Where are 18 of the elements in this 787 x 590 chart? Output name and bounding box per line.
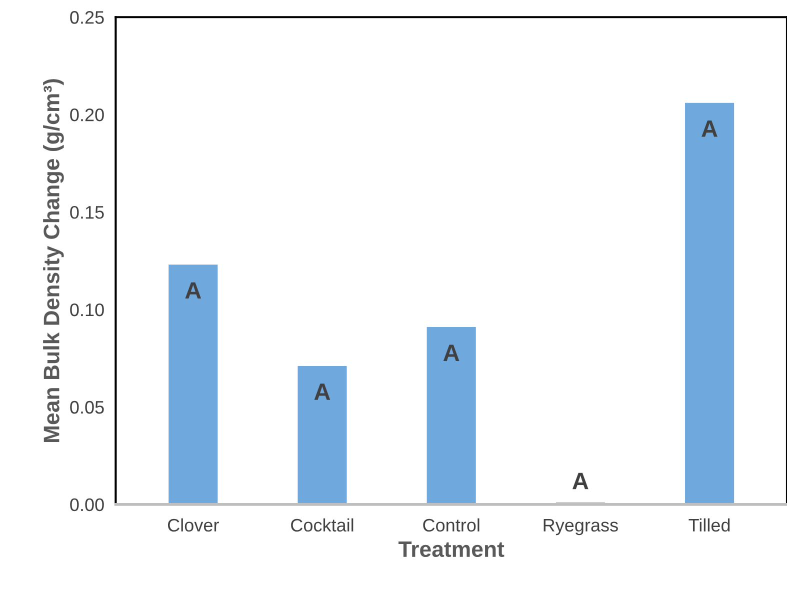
x-tick-label: Cocktail <box>291 518 354 532</box>
data-label: A <box>572 472 588 490</box>
x-tick-label: Tilled <box>688 518 730 532</box>
y-tick-label: 0.10 <box>70 303 104 316</box>
x-tick-label: Clover <box>168 518 219 532</box>
y-tick-label: 0.15 <box>70 206 104 219</box>
data-label: A <box>702 120 718 137</box>
x-axis-title: Treatment <box>398 542 504 558</box>
data-label: A <box>314 384 330 400</box>
x-tick-label: Control <box>423 518 480 532</box>
x-tick-label: Ryegrass <box>544 519 618 536</box>
y-tick-label: 0.25 <box>70 11 104 24</box>
y-tick-label: 0.05 <box>70 400 104 414</box>
y-tick-label: 0.20 <box>70 108 104 122</box>
data-label: A <box>185 282 202 299</box>
y-axis-title: Mean Bulk Density Change (g/cm³) <box>43 79 64 442</box>
y-tick-label: 0.00 <box>70 498 104 512</box>
data-label: A <box>443 344 460 361</box>
